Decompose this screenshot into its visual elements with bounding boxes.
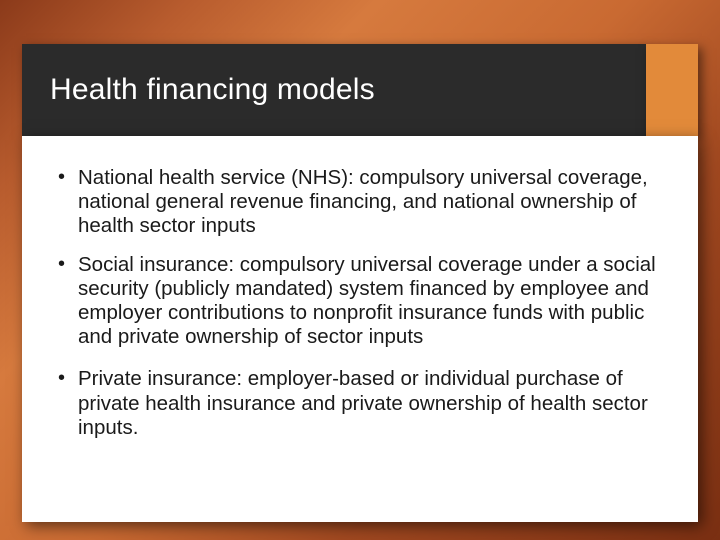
list-item: Private insurance: employer-based or ind… bbox=[56, 367, 664, 440]
bullet-list: National health service (NHS): compulsor… bbox=[56, 166, 664, 440]
list-item: Social insurance: compulsory universal c… bbox=[56, 253, 664, 350]
title-bar: Health financing models bbox=[22, 44, 646, 136]
content-panel: National health service (NHS): compulsor… bbox=[22, 136, 698, 522]
slide-container: Health financing models National health … bbox=[0, 0, 720, 540]
slide-title: Health financing models bbox=[50, 73, 375, 107]
list-item: National health service (NHS): compulsor… bbox=[56, 166, 664, 239]
accent-square bbox=[646, 44, 698, 136]
